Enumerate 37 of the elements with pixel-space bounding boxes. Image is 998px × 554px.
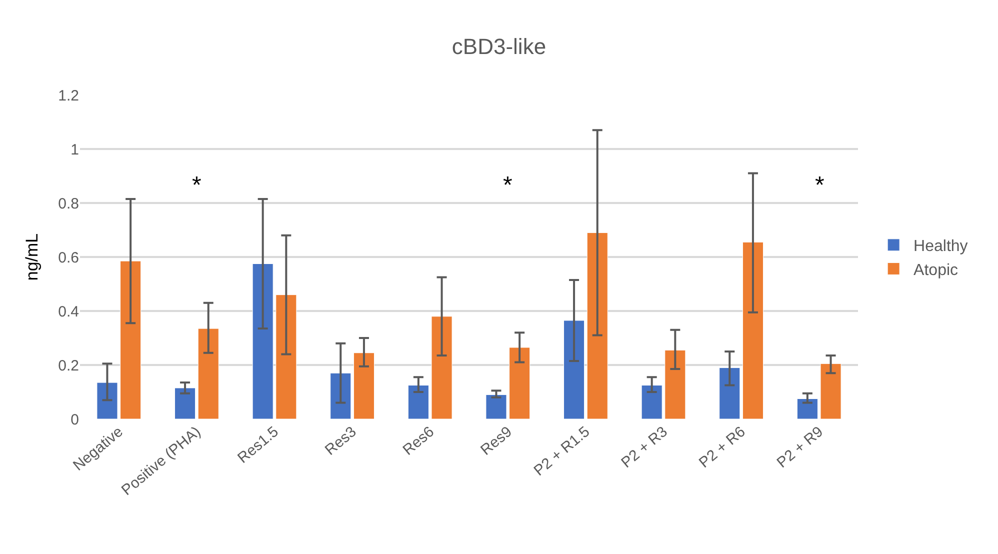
annotation: * xyxy=(192,172,202,199)
y-tick-label: 0.2 xyxy=(58,357,79,374)
bar xyxy=(641,385,662,419)
bar xyxy=(174,388,196,419)
legend-label: Atopic xyxy=(914,262,958,279)
bar xyxy=(742,242,764,419)
x-tick-label: P2 + R3 xyxy=(618,423,671,472)
x-tick-label: P2 + R6 xyxy=(696,423,749,472)
bar xyxy=(431,316,452,419)
y-tick-label: 0.4 xyxy=(58,303,79,320)
bar xyxy=(509,347,530,419)
bar xyxy=(330,372,352,419)
y-axis-title: ng/mL xyxy=(22,233,42,281)
y-tick-label: 0.6 xyxy=(58,249,79,266)
bar xyxy=(252,264,274,419)
bar xyxy=(719,367,740,419)
chart-title: cBD3-like xyxy=(452,34,546,60)
bar xyxy=(586,232,608,419)
bar xyxy=(120,260,142,419)
bar xyxy=(276,294,297,419)
annotation: * xyxy=(503,172,512,199)
bar xyxy=(796,398,818,419)
bar xyxy=(198,328,219,419)
bar xyxy=(353,352,374,419)
bar xyxy=(820,363,842,419)
bar xyxy=(408,385,429,419)
y-tick-label: 1.2 xyxy=(58,87,79,104)
legend-label: Healthy xyxy=(914,238,968,256)
bar xyxy=(664,350,686,419)
bar xyxy=(96,382,118,419)
y-tick-label: 0.8 xyxy=(58,195,79,212)
bar xyxy=(486,394,507,419)
y-tick-label: 0 xyxy=(70,411,79,428)
annotation: * xyxy=(815,172,824,199)
bar xyxy=(564,320,585,419)
y-tick-label: 1 xyxy=(70,141,79,158)
x-tick-label: P2 + R9 xyxy=(774,423,826,472)
